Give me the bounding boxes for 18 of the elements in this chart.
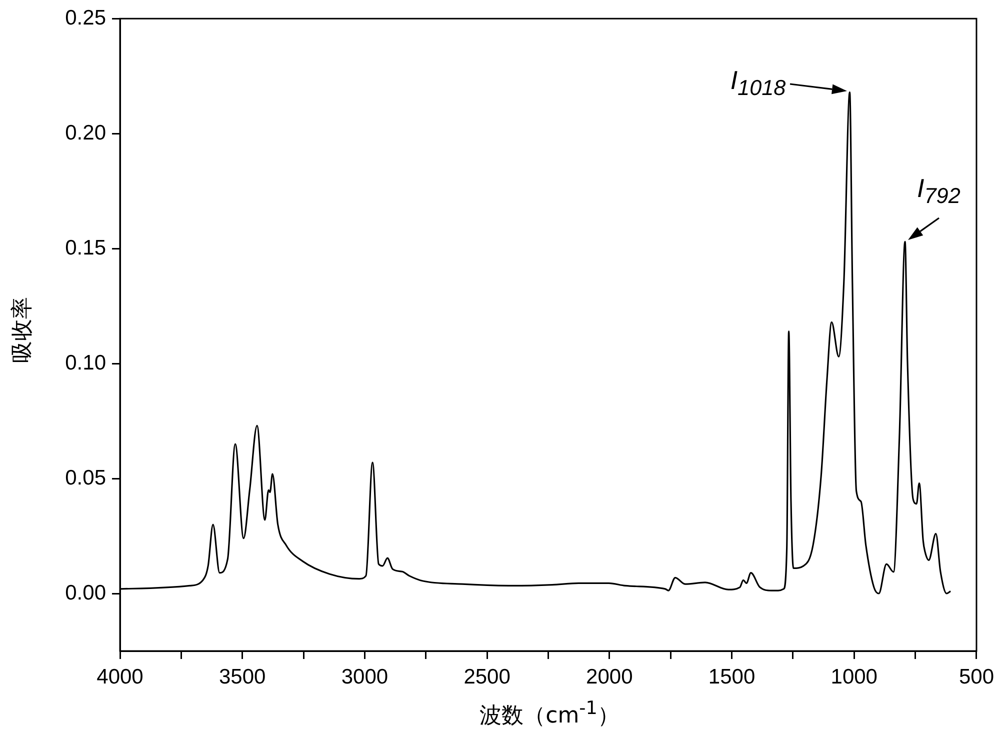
x-tick-label: 2000 [586, 665, 633, 688]
y-tick-label: 0.05 [65, 466, 106, 490]
y-tick-label: 0.20 [65, 121, 106, 144]
annotation: I$_{1018}$ [730, 65, 786, 102]
y-axis-title: 吸收率 [9, 296, 36, 362]
annotation: I$_{792}$ [917, 172, 960, 210]
x-tick-label: 500 [958, 665, 994, 688]
y-tick-label: 0.00 [65, 581, 106, 604]
x-tick-label: 3000 [341, 665, 388, 688]
y-tick-label: 0.10 [65, 351, 106, 374]
x-tick-label: 1500 [708, 665, 756, 688]
x-tick-label: 2500 [464, 665, 510, 688]
x-tick-label: 1000 [830, 665, 878, 688]
y-tick-label: 0.15 [65, 236, 106, 260]
y-tick-label: 0.25 [65, 6, 106, 30]
x-axis-title: 波数（cm$^{-1}$） [478, 698, 620, 730]
x-tick-label: 3500 [218, 665, 266, 688]
x-tick-label: 4000 [96, 665, 144, 688]
